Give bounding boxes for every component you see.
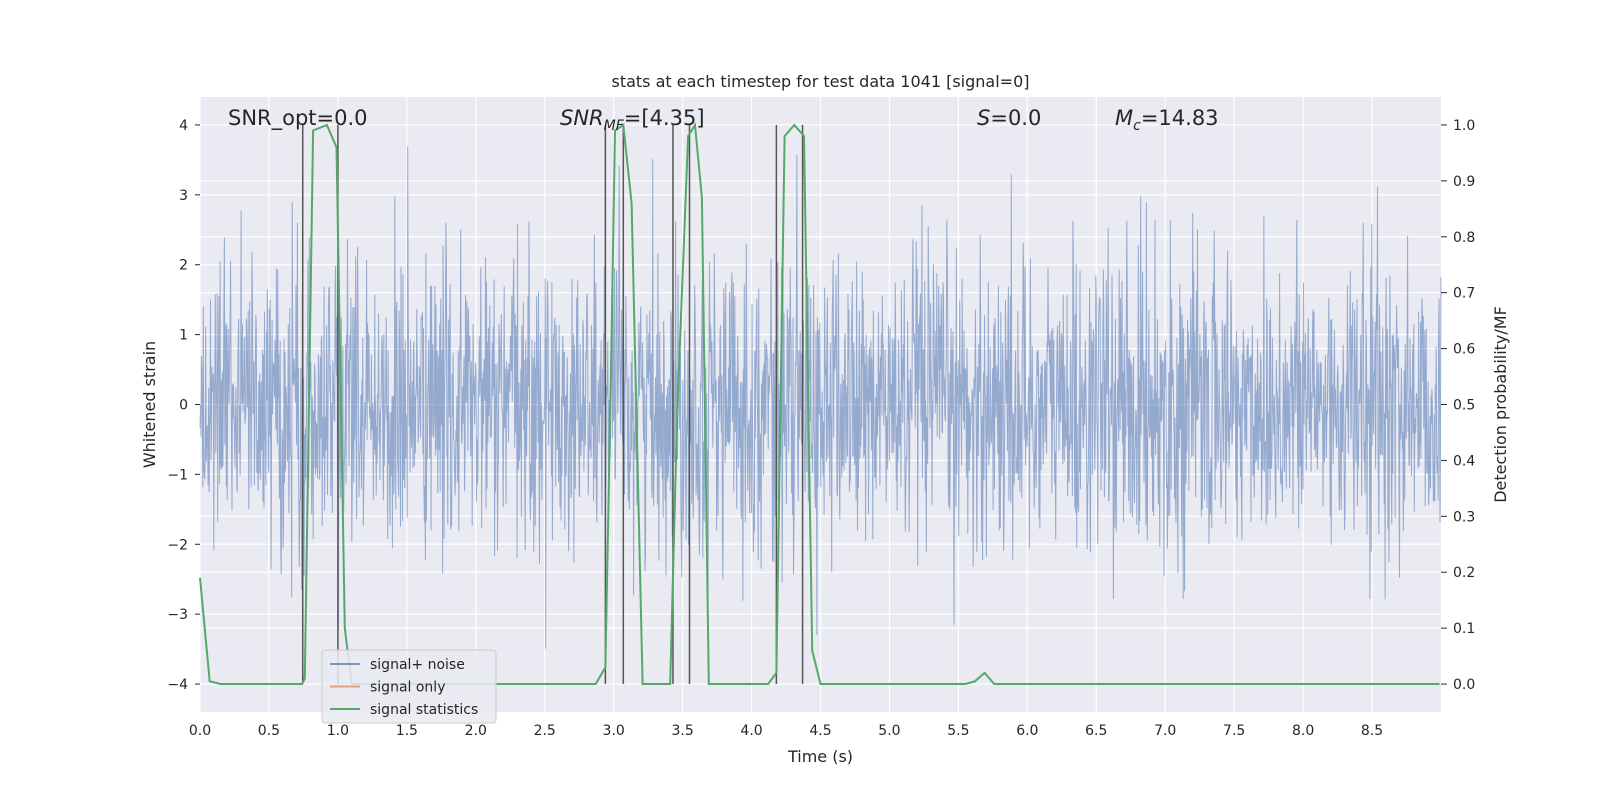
legend-label-signal-noise: signal+ noise	[370, 657, 465, 673]
x-tick-label: 4.5	[809, 723, 831, 739]
left-axis-ticks: 4 3 2 1 0 −1 −2 −3 −4	[167, 118, 200, 693]
x-tick-label: 2.0	[465, 723, 487, 739]
annotation-mc-subscript: c	[1133, 118, 1141, 134]
y-tick-label: 1	[179, 328, 188, 344]
y2-tick-label: 0.3	[1453, 509, 1475, 525]
annotation-s-symbol: S	[977, 106, 990, 130]
x-axis-label: Time (s)	[787, 747, 853, 766]
y-axis-label: Whitened strain	[140, 341, 159, 468]
y-tick-label: 2	[179, 258, 188, 274]
annotation-s: S=0.0	[977, 106, 1041, 130]
y-tick-label: −4	[167, 677, 188, 693]
y-tick-label: −3	[167, 607, 188, 623]
x-tick-label: 6.0	[1016, 723, 1038, 739]
legend-box	[321, 649, 497, 724]
legend-label-signal-statistics: signal statistics	[370, 702, 478, 718]
annotation-mc: Mc=14.83	[1115, 106, 1219, 134]
y-tick-label: 4	[179, 118, 188, 134]
x-tick-label: 5.5	[947, 723, 969, 739]
y2-tick-label: 0.5	[1453, 398, 1475, 414]
x-tick-label: 8.0	[1292, 723, 1314, 739]
x-tick-label: 0.0	[189, 723, 211, 739]
y2-tick-label: 1.0	[1453, 118, 1475, 134]
annotation-s-value: =0.0	[990, 106, 1041, 130]
y-tick-label: −1	[167, 467, 188, 483]
legend-label-signal-only: signal only	[370, 680, 445, 696]
legend: signal+ noise signal only signal statist…	[321, 649, 497, 724]
chart-title: stats at each timestep for test data 104…	[611, 72, 1029, 91]
annotation-snr-mf-subscript: MF	[604, 118, 625, 134]
x-axis-ticks: 0.0 0.5 1.0 1.5 2.0 2.5 3.0 3.5 4.0 4.5 5.0 5.5 6.0 6…	[189, 723, 1383, 739]
x-tick-label: 7.5	[1223, 723, 1245, 739]
y2-axis-label: Detection probability/MF	[1491, 306, 1510, 503]
annotation-snr-opt: SNR_opt=0.0	[228, 106, 368, 131]
x-tick-label: 3.5	[671, 723, 693, 739]
x-tick-label: 8.5	[1361, 723, 1383, 739]
y2-tick-label: 0.7	[1453, 286, 1475, 302]
y2-tick-label: 0.0	[1453, 677, 1475, 693]
x-tick-label: 2.5	[534, 723, 556, 739]
annotation-mc-value: =14.83	[1141, 106, 1219, 130]
annotation-snr-mf: SNRMF=[4.35]	[560, 106, 705, 134]
y-tick-label: −2	[167, 537, 188, 553]
y2-tick-label: 0.9	[1453, 174, 1475, 190]
x-tick-label: 0.5	[258, 723, 280, 739]
x-tick-label: 3.0	[603, 723, 625, 739]
x-tick-label: 4.0	[740, 723, 762, 739]
annotation-snr-mf-value: =[4.35]	[624, 106, 705, 130]
x-tick-label: 7.0	[1154, 723, 1176, 739]
y-tick-label: 3	[179, 188, 188, 204]
noise-trace	[199, 146, 1442, 649]
y2-tick-label: 0.4	[1453, 453, 1475, 469]
series-signal-noise	[199, 146, 1442, 649]
right-axis-ticks: 1.0 0.9 0.8 0.7 0.6 0.5 0.4 0.3 0.2 0.1 0.0	[1441, 118, 1475, 693]
annotation-mc-symbol: M	[1115, 106, 1133, 130]
y2-tick-label: 0.8	[1453, 230, 1475, 246]
x-tick-label: 1.5	[396, 723, 418, 739]
x-tick-label: 5.0	[878, 723, 900, 739]
x-tick-label: 1.0	[327, 723, 349, 739]
annotation-snr-mf-symbol: SNR	[560, 106, 604, 130]
x-tick-label: 6.5	[1085, 723, 1107, 739]
y-tick-label: 0	[179, 398, 188, 414]
y2-tick-label: 0.2	[1453, 565, 1475, 581]
series-signal-statistics	[199, 121, 1440, 685]
y2-tick-label: 0.1	[1453, 621, 1475, 637]
y2-tick-label: 0.6	[1453, 342, 1475, 358]
